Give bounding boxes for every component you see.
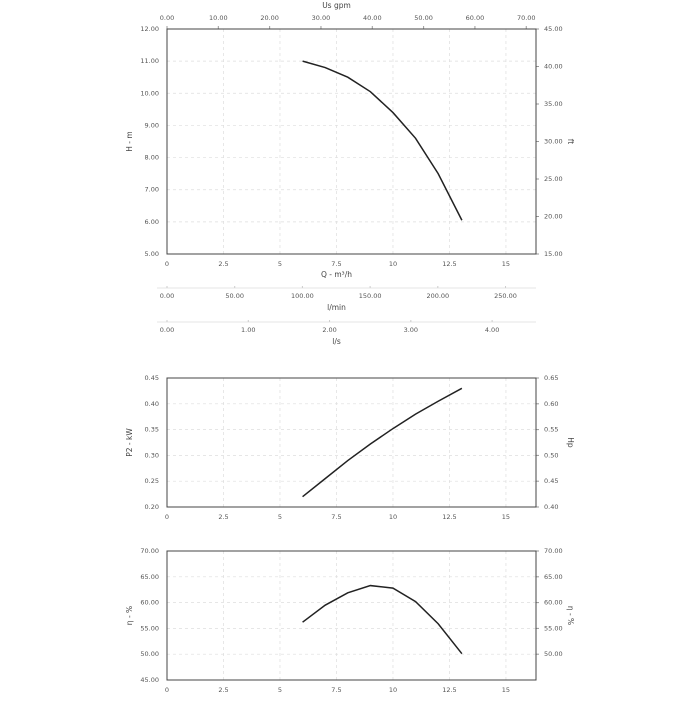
y2-tick-label: 45.00 — [544, 25, 563, 33]
sub-axis-tick-label: 3.00 — [404, 326, 418, 334]
y2-axis-title: Hp — [566, 437, 575, 448]
x-tick-label: 7.5 — [331, 686, 341, 694]
y2-tick-label: 60.00 — [544, 599, 563, 607]
sub-axis-tick-label: 4.00 — [485, 326, 499, 334]
y-tick-label: 0.25 — [145, 477, 159, 485]
x-tick-label: 12.5 — [442, 513, 456, 521]
sub-axis-tick-label: 0.00 — [160, 326, 174, 334]
x2-tick-label: 50.00 — [414, 14, 433, 22]
y2-tick-label: 70.00 — [544, 547, 563, 555]
y-tick-label: 65.00 — [140, 573, 159, 581]
y-axis-title: H - m — [125, 131, 134, 151]
sub-axis-tick-label: 2.00 — [322, 326, 336, 334]
x-tick-label: 0 — [165, 686, 169, 694]
x-tick-label: 12.5 — [442, 686, 456, 694]
x-tick-label: 5 — [278, 260, 282, 268]
y2-tick-label: 65.00 — [544, 573, 563, 581]
x-tick-label: 12.5 — [442, 260, 456, 268]
y-tick-label: 70.00 — [140, 547, 159, 555]
y2-tick-label: 25.00 — [544, 175, 563, 183]
y2-axis-title: η - % — [566, 606, 575, 625]
y-axis-title: P2 - kW — [125, 428, 134, 457]
y-tick-label: 8.00 — [145, 154, 159, 162]
y-tick-label: 7.00 — [145, 186, 159, 194]
sub-axis-title: l/min — [327, 303, 346, 312]
y2-tick-label: 30.00 — [544, 138, 563, 146]
curve — [302, 60, 463, 221]
y2-tick-label: 0.55 — [544, 426, 558, 434]
x2-axis-title: Us gpm — [322, 1, 351, 10]
x-tick-label: 5 — [278, 513, 282, 521]
y-tick-label: 11.00 — [140, 57, 159, 65]
x-tick-label: 0 — [165, 260, 169, 268]
y2-tick-label: 55.00 — [544, 624, 563, 632]
curve — [302, 584, 463, 655]
x2-tick-label: 70.00 — [517, 14, 536, 22]
y2-tick-label: 0.65 — [544, 374, 558, 382]
sub-axis-tick-label: 100.00 — [291, 292, 314, 300]
y2-tick-label: 0.60 — [544, 400, 558, 408]
sub-axis-tick-label: 250.00 — [494, 292, 517, 300]
sub-axis-tick-label: 150.00 — [359, 292, 382, 300]
y-tick-label: 60.00 — [140, 599, 159, 607]
x-tick-label: 5 — [278, 686, 282, 694]
y-tick-label: 10.00 — [140, 89, 159, 97]
y-tick-label: 0.35 — [145, 426, 159, 434]
x-tick-label: 10 — [389, 513, 397, 521]
y-tick-label: 12.00 — [140, 25, 159, 33]
y2-tick-label: 0.50 — [544, 451, 558, 459]
x-tick-label: 15 — [502, 513, 510, 521]
x-tick-label: 7.5 — [331, 513, 341, 521]
y-tick-label: 9.00 — [145, 121, 159, 129]
y2-tick-label: 15.00 — [544, 250, 563, 258]
x-tick-label: 15 — [502, 260, 510, 268]
y-tick-label: 0.20 — [145, 503, 159, 511]
y2-tick-label: 0.40 — [544, 503, 558, 511]
plot-frame — [166, 28, 537, 255]
x2-tick-label: 0.00 — [160, 14, 174, 22]
curve — [302, 387, 463, 498]
y-tick-label: 55.00 — [140, 624, 159, 632]
sub-axis-tick-label: 50.00 — [225, 292, 244, 300]
y2-axis-title: ft — [566, 139, 575, 145]
y2-tick-label: 35.00 — [544, 100, 563, 108]
x2-tick-label: 60.00 — [466, 14, 485, 22]
y-tick-label: 0.30 — [145, 451, 159, 459]
x2-tick-label: 30.00 — [312, 14, 331, 22]
x-tick-label: 15 — [502, 686, 510, 694]
y-tick-label: 6.00 — [145, 218, 159, 226]
y-tick-label: 50.00 — [140, 650, 159, 658]
plot-frame — [166, 550, 537, 681]
y2-tick-label: 40.00 — [544, 63, 563, 71]
x2-tick-label: 40.00 — [363, 14, 382, 22]
y-tick-label: 45.00 — [140, 676, 159, 684]
y2-tick-label: 0.45 — [544, 477, 558, 485]
x-tick-label: 10 — [389, 260, 397, 268]
sub-axis-title: l/s — [332, 337, 341, 346]
sub-axis-tick-label: 1.00 — [241, 326, 255, 334]
x-tick-label: 2.5 — [218, 686, 228, 694]
y-tick-label: 0.45 — [145, 374, 159, 382]
y-axis-title: η - % — [125, 606, 134, 625]
x-tick-label: 2.5 — [218, 260, 228, 268]
x-tick-label: 0 — [165, 513, 169, 521]
x2-tick-label: 10.00 — [209, 14, 228, 22]
x-axis-title: Q - m³/h — [321, 270, 352, 279]
y-tick-label: 0.40 — [145, 400, 159, 408]
y-tick-label: 5.00 — [145, 250, 159, 258]
sub-axis-tick-label: 0.00 — [160, 292, 174, 300]
x-tick-label: 2.5 — [218, 513, 228, 521]
sub-axis-tick-label: 200.00 — [426, 292, 449, 300]
x-tick-label: 10 — [389, 686, 397, 694]
plot-frame — [166, 377, 537, 508]
x2-tick-label: 20.00 — [260, 14, 279, 22]
y2-tick-label: 20.00 — [544, 213, 563, 221]
y2-tick-label: 50.00 — [544, 650, 563, 658]
x-tick-label: 7.5 — [331, 260, 341, 268]
